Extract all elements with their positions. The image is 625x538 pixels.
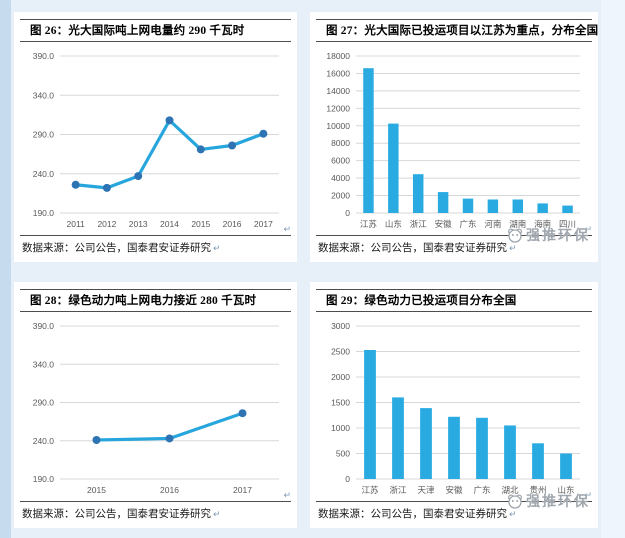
svg-text:18000: 18000 [326,51,350,61]
paragraph-mark: ↵ [283,225,291,235]
svg-text:湖南: 湖南 [509,219,526,229]
svg-text:2016: 2016 [160,485,179,495]
line-chart-fig26: 190.0 240.0 290.0 340.0 390.0 2011 2012 2013 201… [18,44,293,235]
source-text: 数据来源：公司公告，国泰君安证券研究 [22,243,211,254]
svg-text:8000: 8000 [331,138,350,148]
svg-text:2015: 2015 [191,219,210,229]
paragraph-mark: ↵ [213,510,221,520]
svg-text:广东: 广东 [473,485,490,495]
paragraph-mark: ↵ [213,244,221,254]
svg-text:2012: 2012 [97,219,116,229]
svg-text:贵州: 贵州 [529,485,546,495]
svg-text:4000: 4000 [331,173,350,183]
figure-27-panel: 图 27：光大国际已投运项目以江苏为重点，分布全国 0 2000 4000 6000 8… [310,12,598,262]
svg-text:2014: 2014 [160,219,179,229]
source-text: 数据来源：公司公告，国泰君安证券研究 [318,243,507,254]
svg-text:2000: 2000 [331,191,350,201]
svg-text:2500: 2500 [331,347,350,357]
figure-26-title: 图 26：光大国际吨上网电量约 290 千瓦时 [20,19,291,42]
figure-27-title: 图 27：光大国际已投运项目以江苏为重点，分布全国 [316,19,598,42]
svg-text:2011: 2011 [67,219,86,229]
svg-text:江苏: 江苏 [360,219,378,229]
watermark-logo-icon [507,228,523,243]
svg-text:2016: 2016 [223,219,242,229]
watermark: 强推环保 [507,491,590,511]
watermark-text: 强推环保 [526,229,590,244]
watermark: 强推环保 [507,225,590,245]
svg-text:12000: 12000 [326,103,350,113]
paragraph-mark: ↵ [584,225,592,235]
svg-text:2015: 2015 [87,485,106,495]
figure-28-panel: 图 28：绿色动力吨上网电力接近 280 千瓦时 190.0 240.0 290.0… [14,282,297,528]
paragraph-mark: ↵ [509,510,517,520]
svg-text:290.0: 290.0 [33,398,55,408]
svg-text:2017: 2017 [233,485,252,495]
svg-text:天津: 天津 [417,485,435,495]
svg-text:1000: 1000 [331,423,350,433]
paragraph-mark: ↵ [283,491,291,501]
svg-text:浙江: 浙江 [410,219,428,229]
watermark-logo-icon [507,494,523,509]
paragraph-mark: ↵ [509,244,517,254]
svg-text:340.0: 340.0 [33,90,55,100]
svg-text:江苏: 江苏 [361,485,379,495]
figure-26-panel: 图 26：光大国际吨上网电量约 290 千瓦时 190.0 240.0 290.0 3… [14,12,297,262]
svg-text:340.0: 340.0 [33,359,55,369]
svg-text:海南: 海南 [534,219,551,229]
svg-text:10000: 10000 [326,121,350,131]
paragraph-mark: ↵ [584,491,592,501]
figure-29-source-note: 数据来源：公司公告，国泰君安证券研究 ↵ 强推环保 [316,494,592,521]
svg-text:山东: 山东 [557,485,574,495]
source-text: 数据来源：公司公告，国泰君安证券研究 [22,509,211,520]
svg-text:四川: 四川 [559,219,576,229]
svg-text:390.0: 390.0 [33,51,55,61]
svg-text:500: 500 [336,449,350,459]
figure-29-panel: 图 29：绿色动力已投运项目分布全国 0 500 1000 1500 2000 2500 3… [310,282,598,528]
svg-text:安徽: 安徽 [435,219,453,229]
page-left-margin-strip [0,0,11,538]
svg-text:湖北: 湖北 [501,485,519,495]
svg-text:14000: 14000 [326,86,350,96]
svg-text:290.0: 290.0 [33,130,55,140]
svg-text:山东: 山东 [385,219,402,229]
bar-chart-fig27: 0 2000 4000 6000 8000 10000 12000 14000 16000 180… [314,44,594,235]
source-text: 数据来源：公司公告，国泰君安证券研究 [318,509,507,520]
svg-text:1500: 1500 [331,398,350,408]
svg-text:190.0: 190.0 [33,474,55,484]
svg-text:16000: 16000 [326,68,350,78]
svg-text:河南: 河南 [484,219,501,229]
svg-text:2000: 2000 [331,372,350,382]
svg-text:3000: 3000 [331,321,350,331]
svg-text:240.0: 240.0 [33,436,55,446]
svg-text:390.0: 390.0 [33,321,55,331]
svg-text:安徽: 安徽 [445,485,463,495]
figure-28-title: 图 28：绿色动力吨上网电力接近 280 千瓦时 [20,289,291,312]
svg-text:2017: 2017 [254,219,273,229]
svg-text:190.0: 190.0 [33,208,55,218]
figure-28-source-note: 数据来源：公司公告，国泰君安证券研究 ↵ [20,501,291,521]
page-right-margin-strip [601,0,625,538]
svg-text:广东: 广东 [459,219,476,229]
figure-27-source-note: 数据来源：公司公告，国泰君安证券研究 ↵ 强推环保 [316,228,592,255]
svg-text:0: 0 [345,208,350,218]
figure-26-source-note: 数据来源：公司公告，国泰君安证券研究 ↵ [20,235,291,255]
watermark-text: 强推环保 [526,495,590,510]
figure-29-title: 图 29：绿色动力已投运项目分布全国 [316,289,592,312]
svg-text:0: 0 [345,474,350,484]
svg-text:浙江: 浙江 [389,485,407,495]
line-chart-fig28: 190.0 240.0 290.0 340.0 390.0 2015 2016 2017 ↵ [18,314,293,501]
svg-text:240.0: 240.0 [33,169,55,179]
bar-chart-fig29: 0 500 1000 1500 2000 2500 3000 江苏 浙江 天津 安徽 广东 湖北 贵州 山东… [314,314,594,501]
svg-text:2013: 2013 [129,219,148,229]
svg-text:6000: 6000 [331,156,350,166]
